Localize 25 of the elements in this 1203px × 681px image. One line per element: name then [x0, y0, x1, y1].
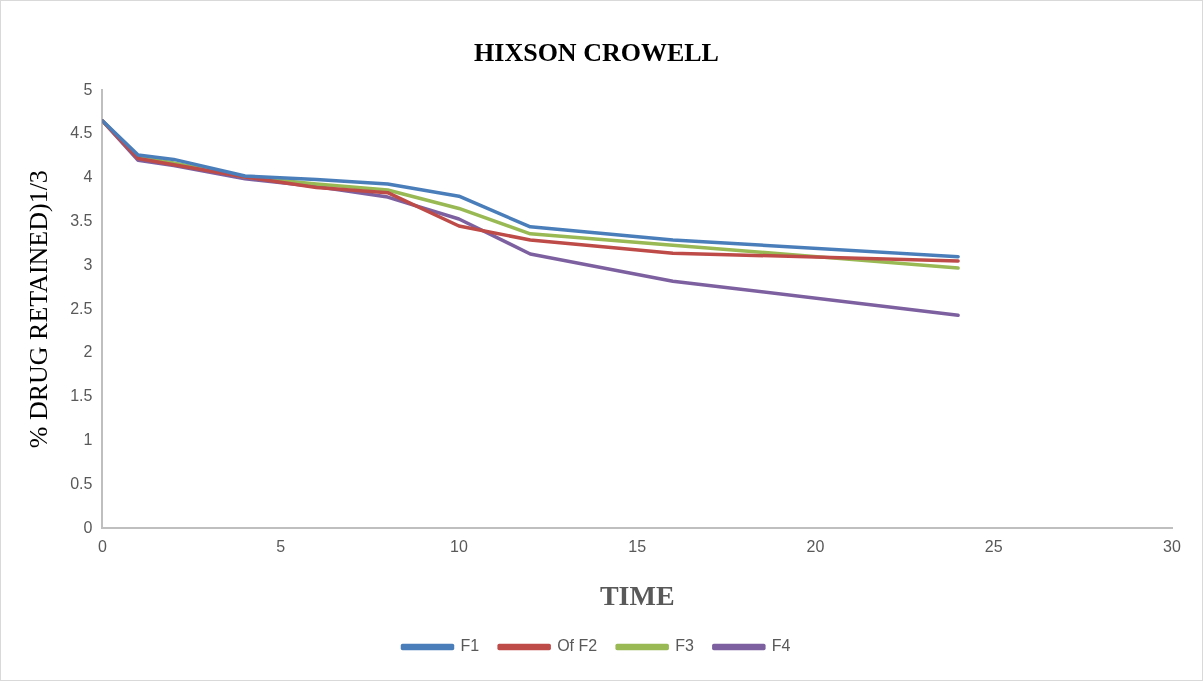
x-tick-label: 30: [1163, 538, 1181, 556]
legend-label: F1: [460, 637, 480, 655]
legend-label: F4: [771, 637, 791, 655]
x-tick-label: 15: [628, 538, 647, 556]
x-tick-label: 20: [806, 538, 825, 556]
x-tick-label: 25: [984, 538, 1003, 556]
y-tick-label: 2: [83, 343, 93, 361]
y-tick-label: 1: [83, 431, 93, 449]
y-tick-label: 4.5: [70, 124, 93, 142]
y-tick-label: 0: [83, 518, 93, 536]
x-tick-label: 10: [450, 538, 468, 556]
legend-label: F3: [675, 637, 694, 655]
x-axis-title: TIME: [599, 580, 675, 612]
x-tick-label: 0: [97, 538, 107, 556]
chart-title: HIXSON CROWELL: [474, 38, 719, 68]
y-axis-title: % DRUG RETAINED)1/3: [24, 170, 54, 449]
y-tick-label: 3: [83, 255, 93, 273]
y-tick-label: 0.5: [70, 474, 93, 492]
y-tick-label: 4: [83, 168, 93, 186]
y-tick-label: 3.5: [70, 212, 93, 230]
y-tick-label: 1.5: [70, 387, 93, 405]
x-tick-label: 5: [276, 538, 286, 556]
legend-label: Of F2: [557, 637, 598, 655]
y-tick-label: 5: [83, 80, 93, 98]
y-tick-label: 2.5: [70, 299, 93, 317]
